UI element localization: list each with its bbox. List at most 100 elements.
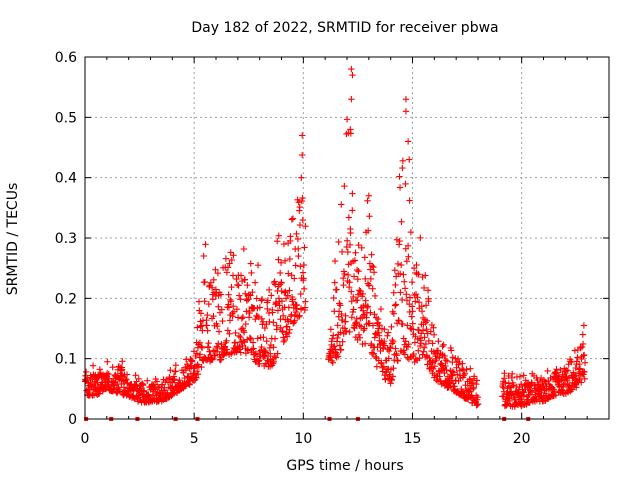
data-point: [227, 249, 234, 256]
data-point: [429, 359, 436, 366]
data-point: [278, 279, 285, 287]
data-point: [135, 375, 142, 383]
data-point: [284, 292, 291, 299]
data-point: [206, 348, 213, 355]
data-point: [468, 380, 475, 387]
data-point-peak: [348, 96, 355, 103]
data-point: [330, 332, 337, 339]
data-point: [544, 367, 551, 375]
data-point: [297, 290, 304, 298]
data-point: [392, 345, 399, 352]
data-point: [267, 350, 274, 357]
data-point: [297, 263, 304, 270]
data-point: [225, 304, 233, 311]
data-point: [362, 275, 369, 283]
y-axis-label: SRMTID / TECUs: [5, 183, 21, 296]
data-point: [82, 368, 90, 376]
data-point: [153, 378, 161, 385]
data-point: [431, 363, 439, 370]
data-point: [236, 346, 243, 353]
data-point: [292, 308, 300, 316]
data-point: [533, 396, 541, 404]
data-point: [376, 321, 383, 329]
data-point: [217, 356, 225, 363]
data-point: [416, 355, 423, 362]
data-point: [357, 323, 365, 330]
data-point: [412, 290, 420, 298]
data-point: [300, 285, 308, 293]
data-point: [276, 269, 284, 277]
data-point: [214, 269, 222, 277]
data-point: [278, 297, 286, 305]
data-point: [280, 240, 288, 248]
data-point: [389, 337, 396, 344]
data-point: [193, 350, 201, 357]
data-point: [372, 331, 380, 338]
data-point: [340, 274, 347, 282]
data-point: [182, 366, 190, 374]
data-point-peak: [402, 108, 410, 115]
data-point: [298, 151, 306, 159]
y-tick-label: 0.1: [55, 352, 77, 368]
data-point: [193, 374, 200, 382]
data-point: [253, 295, 260, 302]
data-point: [420, 348, 427, 355]
data-point: [467, 365, 474, 372]
data-point: [421, 334, 428, 341]
data-point: [440, 341, 447, 348]
data-point: [123, 371, 131, 378]
data-point: [237, 296, 244, 303]
data-point: [225, 291, 232, 298]
data-point: [402, 338, 409, 345]
data-point: [568, 386, 576, 393]
data-point: [250, 345, 257, 352]
data-point: [430, 324, 437, 331]
data-point: [172, 368, 179, 375]
data-point: [242, 290, 249, 297]
data-point: [396, 184, 404, 191]
data-point: [240, 337, 247, 345]
data-point: [390, 289, 397, 296]
data-point: [410, 350, 417, 358]
data-point: [472, 392, 480, 399]
data-point: [193, 367, 201, 375]
data-point: [89, 362, 97, 369]
data-point: [369, 285, 376, 292]
data-point: [367, 309, 374, 316]
data-point: [227, 298, 235, 305]
data-point: [238, 315, 246, 322]
data-point: [258, 297, 265, 304]
data-point: [271, 335, 279, 342]
data-point: [426, 354, 433, 362]
data-point: [393, 236, 401, 243]
data-point: [464, 395, 471, 402]
data-point: [195, 298, 203, 305]
data-point: [290, 319, 298, 326]
data-point: [217, 291, 225, 298]
data-point: [235, 332, 243, 340]
data-point: [425, 337, 433, 345]
data-point: [261, 324, 269, 332]
data-point: [277, 324, 284, 331]
data-point: [557, 366, 564, 374]
data-point: [218, 341, 225, 348]
data-point: [198, 344, 206, 352]
data-point: [572, 372, 579, 379]
data-point: [251, 279, 259, 286]
data-point: [572, 364, 579, 372]
data-point: [346, 328, 353, 336]
data-point: [355, 331, 363, 339]
data-point: [172, 362, 180, 369]
data-point: [442, 356, 449, 364]
data-point: [299, 269, 307, 276]
data-point: [229, 272, 237, 279]
data-point: [116, 388, 124, 395]
data-point: [249, 339, 257, 346]
data-point: [407, 324, 414, 332]
data-point: [239, 313, 247, 321]
data-point: [522, 386, 529, 393]
data-point: [263, 337, 270, 345]
data-point: [473, 377, 481, 384]
data-point: [256, 360, 263, 368]
